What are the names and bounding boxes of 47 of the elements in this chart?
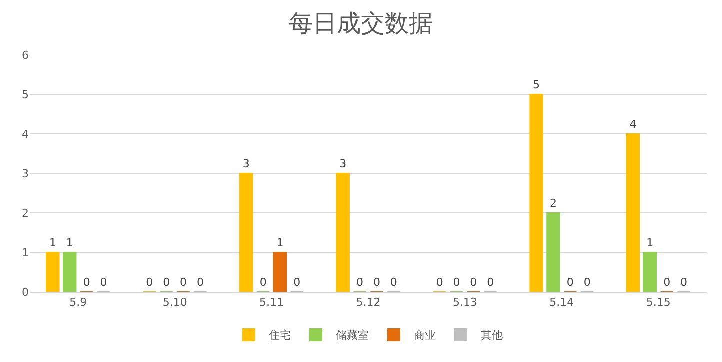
x-tick-label: 5.11 [260,296,284,310]
data-label: 1 [646,236,654,250]
x-tick-label: 5.9 [70,296,88,310]
y-tick-label: 6 [22,48,29,62]
data-label: 0 [146,276,154,289]
y-tick-label: 2 [22,206,29,220]
x-tick-label: 5.13 [452,296,478,310]
data-label: 0 [487,276,494,289]
legend-label: 储藏室 [336,329,369,342]
data-label: 0 [260,276,267,289]
y-tick-label: 1 [22,246,29,260]
data-label: 1 [49,236,56,250]
data-label: 0 [566,276,574,289]
data-label: 1 [276,236,284,250]
y-tick-label: 3 [22,167,29,180]
x-tick-label: 5.12 [356,296,381,310]
x-tick-label: 5.15 [646,296,671,310]
data-label: 0 [356,276,364,289]
legend-label: 商业 [414,329,436,342]
data-label: 0 [294,276,301,289]
data-label: 0 [680,276,688,289]
data-label: 0 [436,276,444,289]
data-label: 3 [242,158,250,170]
y-tick-label: 0 [22,286,29,299]
data-label: 0 [83,276,90,289]
chart-title: 每日成交数据 [289,9,433,38]
data-label: 1 [66,236,74,250]
legend-label: 其他 [481,329,503,342]
data-label: 0 [196,276,204,289]
data-label: 4 [630,118,637,131]
y-tick-label: 4 [22,128,29,141]
data-label: 0 [453,276,460,289]
x-tick-label: 5.14 [550,296,574,310]
data-label: 2 [550,197,557,210]
data-label: 0 [100,276,108,289]
data-label: 0 [180,276,188,289]
data-label: 3 [340,158,347,170]
x-tick-label: 5.10 [162,296,188,310]
data-label: 5 [533,78,540,92]
data-label: 0 [584,276,591,289]
y-tick-label: 5 [22,88,29,102]
data-label: 0 [373,276,380,289]
data-label: 0 [390,276,398,289]
data-label: 0 [163,276,170,289]
data-label: 0 [470,276,478,289]
legend-label: 住宅 [269,329,291,342]
data-label: 0 [664,276,671,289]
